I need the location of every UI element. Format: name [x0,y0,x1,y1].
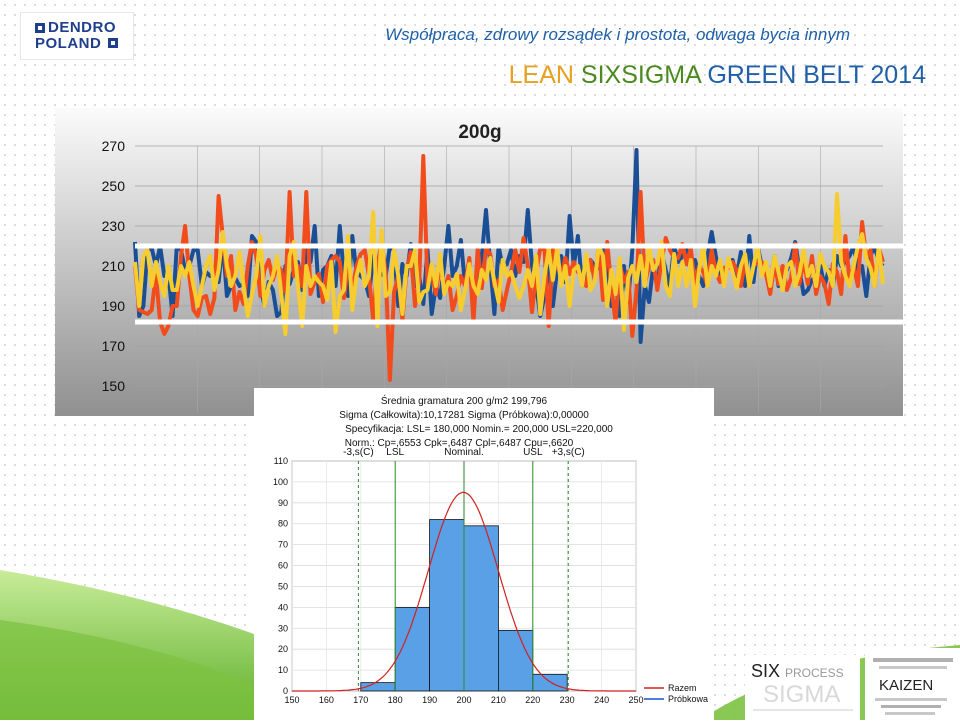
x-tick-label: 180 [388,695,403,705]
y-tick-label: 0 [283,686,288,696]
stats-line: Specyfikacja: LSL= 180,000 Nomin.= 200,0… [345,424,613,435]
spec-label: Nominal. [444,447,483,458]
capability-histogram: Średnia gramatura 200 g/m2 199,796 Sigma … [273,394,708,705]
y-tick-label: 60 [278,561,288,571]
y-tick-label: 230 [102,218,126,234]
y-tick-label: 70 [278,540,288,550]
spec-label: USL [523,447,543,458]
y-tick-label: 80 [278,519,288,529]
title-part-sixsigma: SIXSIGMA [580,61,708,89]
y-tick-label: 210 [102,258,126,274]
title-part-lean: LEAN [508,61,581,89]
chart-title: 200g [458,122,501,143]
x-tick-label: 230 [560,695,575,705]
badge-six-text: SIX [751,661,780,681]
histogram-bar [463,525,499,692]
kaizen-word-cloud: KAIZEN [865,648,960,720]
y-tick-label: 150 [102,378,126,394]
series-line-2 [133,192,885,336]
spec-label: +3,s(C) [552,447,585,458]
legend-label: Razem [668,683,697,693]
y-tick-label: 30 [278,623,288,633]
logo-square-icon [35,23,45,33]
x-tick-label: 170 [353,695,368,705]
y-tick-label: 270 [102,138,126,154]
line-chart-200g: 270 250 230 210 190 170 150 200g [55,108,903,416]
x-tick-label: 220 [525,695,540,705]
y-tick-label: 100 [273,477,288,487]
logo-text-top: DENDRO [48,19,117,36]
header-tagline: Współpraca, zdrowy rozsądek i prostota, … [385,25,850,44]
x-tick-label: 250 [628,695,643,705]
histogram-bar [497,629,534,692]
y-tick-label: 50 [278,581,288,591]
legend-label: Próbkowa [668,694,708,704]
histogram-bar [532,673,568,692]
page-title: LEAN SIXSIGMA GREEN BELT 2014 [509,61,926,90]
y-tick-label: 170 [102,338,126,354]
stats-line: Norm.: Cp=,6553 Cpk=,6487 Cpl=,6487 Cpu=… [345,438,574,449]
y-tick-label: 10 [278,665,288,675]
six-sigma-badge: SIX PROCESS SIGMA [745,655,860,720]
x-tick-label: 150 [284,695,299,705]
spec-label: LSL [386,447,404,458]
y-tick-label: 20 [278,644,288,654]
normal-curve [292,491,636,692]
histogram-bar [394,606,430,692]
logo-square-icon [108,38,118,48]
x-tick-label: 200 [456,695,471,705]
x-tick-label: 190 [422,695,437,705]
x-tick-label: 160 [319,695,334,705]
logo-text-bottom: POLAND [35,35,102,52]
spec-label: -3,s(C) [343,447,374,458]
title-part-green-belt: GREEN BELT 2014 [707,61,926,89]
dendro-poland-logo: DENDRO POLAND [20,12,134,60]
histogram-bar [429,519,465,692]
badge-sigma-text: SIGMA [763,681,840,708]
histogram-panel: Średnia gramatura 200 g/m2 199,796 Sigma … [254,388,714,720]
y-tick-label: 250 [102,178,126,194]
y-tick-label: 90 [278,498,288,508]
y-tick-label: 40 [278,602,288,612]
stats-line: Sigma (Całkowita):10,17281 Sigma (Próbko… [339,410,589,421]
y-tick-label: 110 [274,456,288,466]
x-tick-label: 210 [491,695,506,705]
stats-line: Średnia gramatura 200 g/m2 199,796 [381,394,548,407]
x-tick-label: 240 [594,695,609,705]
badge-process-text: PROCESS [785,666,844,680]
y-tick-label: 190 [102,298,126,314]
kaizen-text: KAIZEN [879,677,933,694]
